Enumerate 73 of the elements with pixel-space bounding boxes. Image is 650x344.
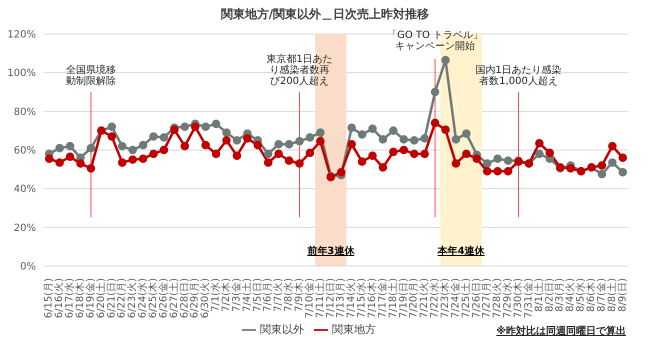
y-tick-label: 120% [7, 30, 36, 41]
x-tick-label: 7/23(木) [439, 278, 451, 318]
x-tick-label: 6/22(月) [116, 278, 128, 318]
ref-line-label: 国内1日あたり感染者数1,000人超え [474, 65, 563, 88]
x-tick-label: 7/27(月) [482, 278, 493, 318]
x-tick-label: 6/18(木) [74, 278, 86, 318]
x-tick-label: 6/23(火) [126, 278, 138, 318]
x-tick-label: 7/21(火) [418, 278, 430, 318]
x-tick-label: 8/3(月) [554, 278, 566, 312]
x-tick-label: 8/8(土) [606, 278, 618, 312]
x-tick-label: 7/5(日) [252, 278, 264, 312]
x-tick-label: 7/4(土) [240, 278, 253, 312]
x-tick-label: 8/2(日) [544, 278, 556, 312]
x-tick-label: 7/2(木) [220, 278, 232, 312]
x-tick-label: 8/5(水) [574, 278, 587, 312]
x-tick-label: 8/6(木) [585, 278, 597, 312]
x-tick-label: 6/17(水) [64, 278, 76, 318]
x-tick-label: 8/1(土) [532, 278, 545, 312]
y-tick-label: 40% [14, 184, 36, 196]
text: ※昨対比は同週同曜日で算出 [496, 324, 626, 338]
x-tick-label: 6/27(土) [168, 278, 180, 318]
x-tick-label: 7/10(金) [303, 278, 316, 318]
x-tick-label: 7/18(土) [386, 278, 399, 318]
x-tick-label: 6/26(金) [157, 278, 170, 318]
x-tick-label: 6/25(木) [147, 278, 159, 318]
legend-label: 関東以外 [260, 323, 304, 336]
x-tick-label: 7/15(水) [356, 278, 368, 318]
ref-line-label: 「GO TO トラベル」キャンペーン開始 [387, 30, 484, 52]
x-tick-label: 8/7(金) [595, 278, 608, 312]
ref-line-label: 全国県境移動制限解除 [64, 65, 117, 88]
y-tick-label: 100% [7, 68, 36, 80]
x-tick-label: 7/19(日) [398, 278, 410, 318]
x-tick-label: 6/15(月) [44, 278, 55, 318]
x-tick-label: 7/14(火) [345, 278, 358, 318]
x-tick-label: 8/4(火) [564, 278, 576, 312]
x-tick-label: 7/7(火) [272, 278, 284, 312]
x-tick-label: 6/19(金) [84, 278, 96, 318]
x-tick-label: 7/9(木) [293, 278, 305, 312]
x-tick-label: 6/24(水) [136, 278, 149, 318]
x-tick-label: 7/20(月) [408, 278, 420, 318]
y-tick-label: 20% [14, 222, 36, 234]
x-tick-label: 7/28(火) [491, 278, 504, 318]
x-tick-label: 7/16(木) [366, 278, 378, 318]
ref-line-label: 東京都1日あたり感染者数再び200人超え [265, 54, 334, 88]
chart-title: 関東地方/関東以外＿日次売上昨対推移 [220, 6, 430, 23]
x-tick-label: 7/17(金) [376, 278, 388, 318]
band-label: 前年3連休 [306, 245, 356, 257]
y-tick-label: 60% [14, 146, 36, 157]
x-tick-label: 7/11(土) [314, 278, 326, 318]
x-tick-label: 7/25(土) [460, 278, 472, 318]
x-tick-label: 7/1(水) [210, 278, 222, 312]
x-tick-label: 7/26(日) [471, 278, 482, 318]
x-tick-label: 6/16(火) [53, 278, 66, 318]
y-tick-label: 0% [20, 262, 36, 273]
y-tick-label: 80% [14, 106, 36, 118]
x-tick-label: 7/13(月) [336, 278, 347, 318]
x-tick-label: 7/22(水) [428, 278, 441, 318]
x-tick-label: 6/29(月) [190, 278, 201, 318]
x-tick-label: 7/31(金) [522, 278, 534, 318]
x-tick-label: 6/28(日) [179, 278, 190, 318]
x-tick-label: 7/12(日) [325, 278, 336, 318]
band-label: 本年4連休 [436, 245, 486, 257]
x-tick-label: 7/8(水) [282, 278, 295, 312]
x-tick-label: 6/21(日) [106, 278, 118, 318]
x-tick-label: 8/9(日) [617, 278, 628, 312]
x-tick-label: 7/6(月) [262, 278, 274, 312]
x-tick-label: 7/30(木) [512, 278, 524, 318]
legend-label: 関東地方 [332, 323, 376, 336]
x-tick-label: 7/24(金) [449, 278, 462, 318]
x-tick-label: 6/30(火) [199, 278, 212, 318]
x-tick-label: 6/20(土) [94, 278, 107, 318]
x-tick-label: 7/29(水) [502, 278, 514, 318]
x-tick-label: 7/3(金) [230, 278, 242, 312]
